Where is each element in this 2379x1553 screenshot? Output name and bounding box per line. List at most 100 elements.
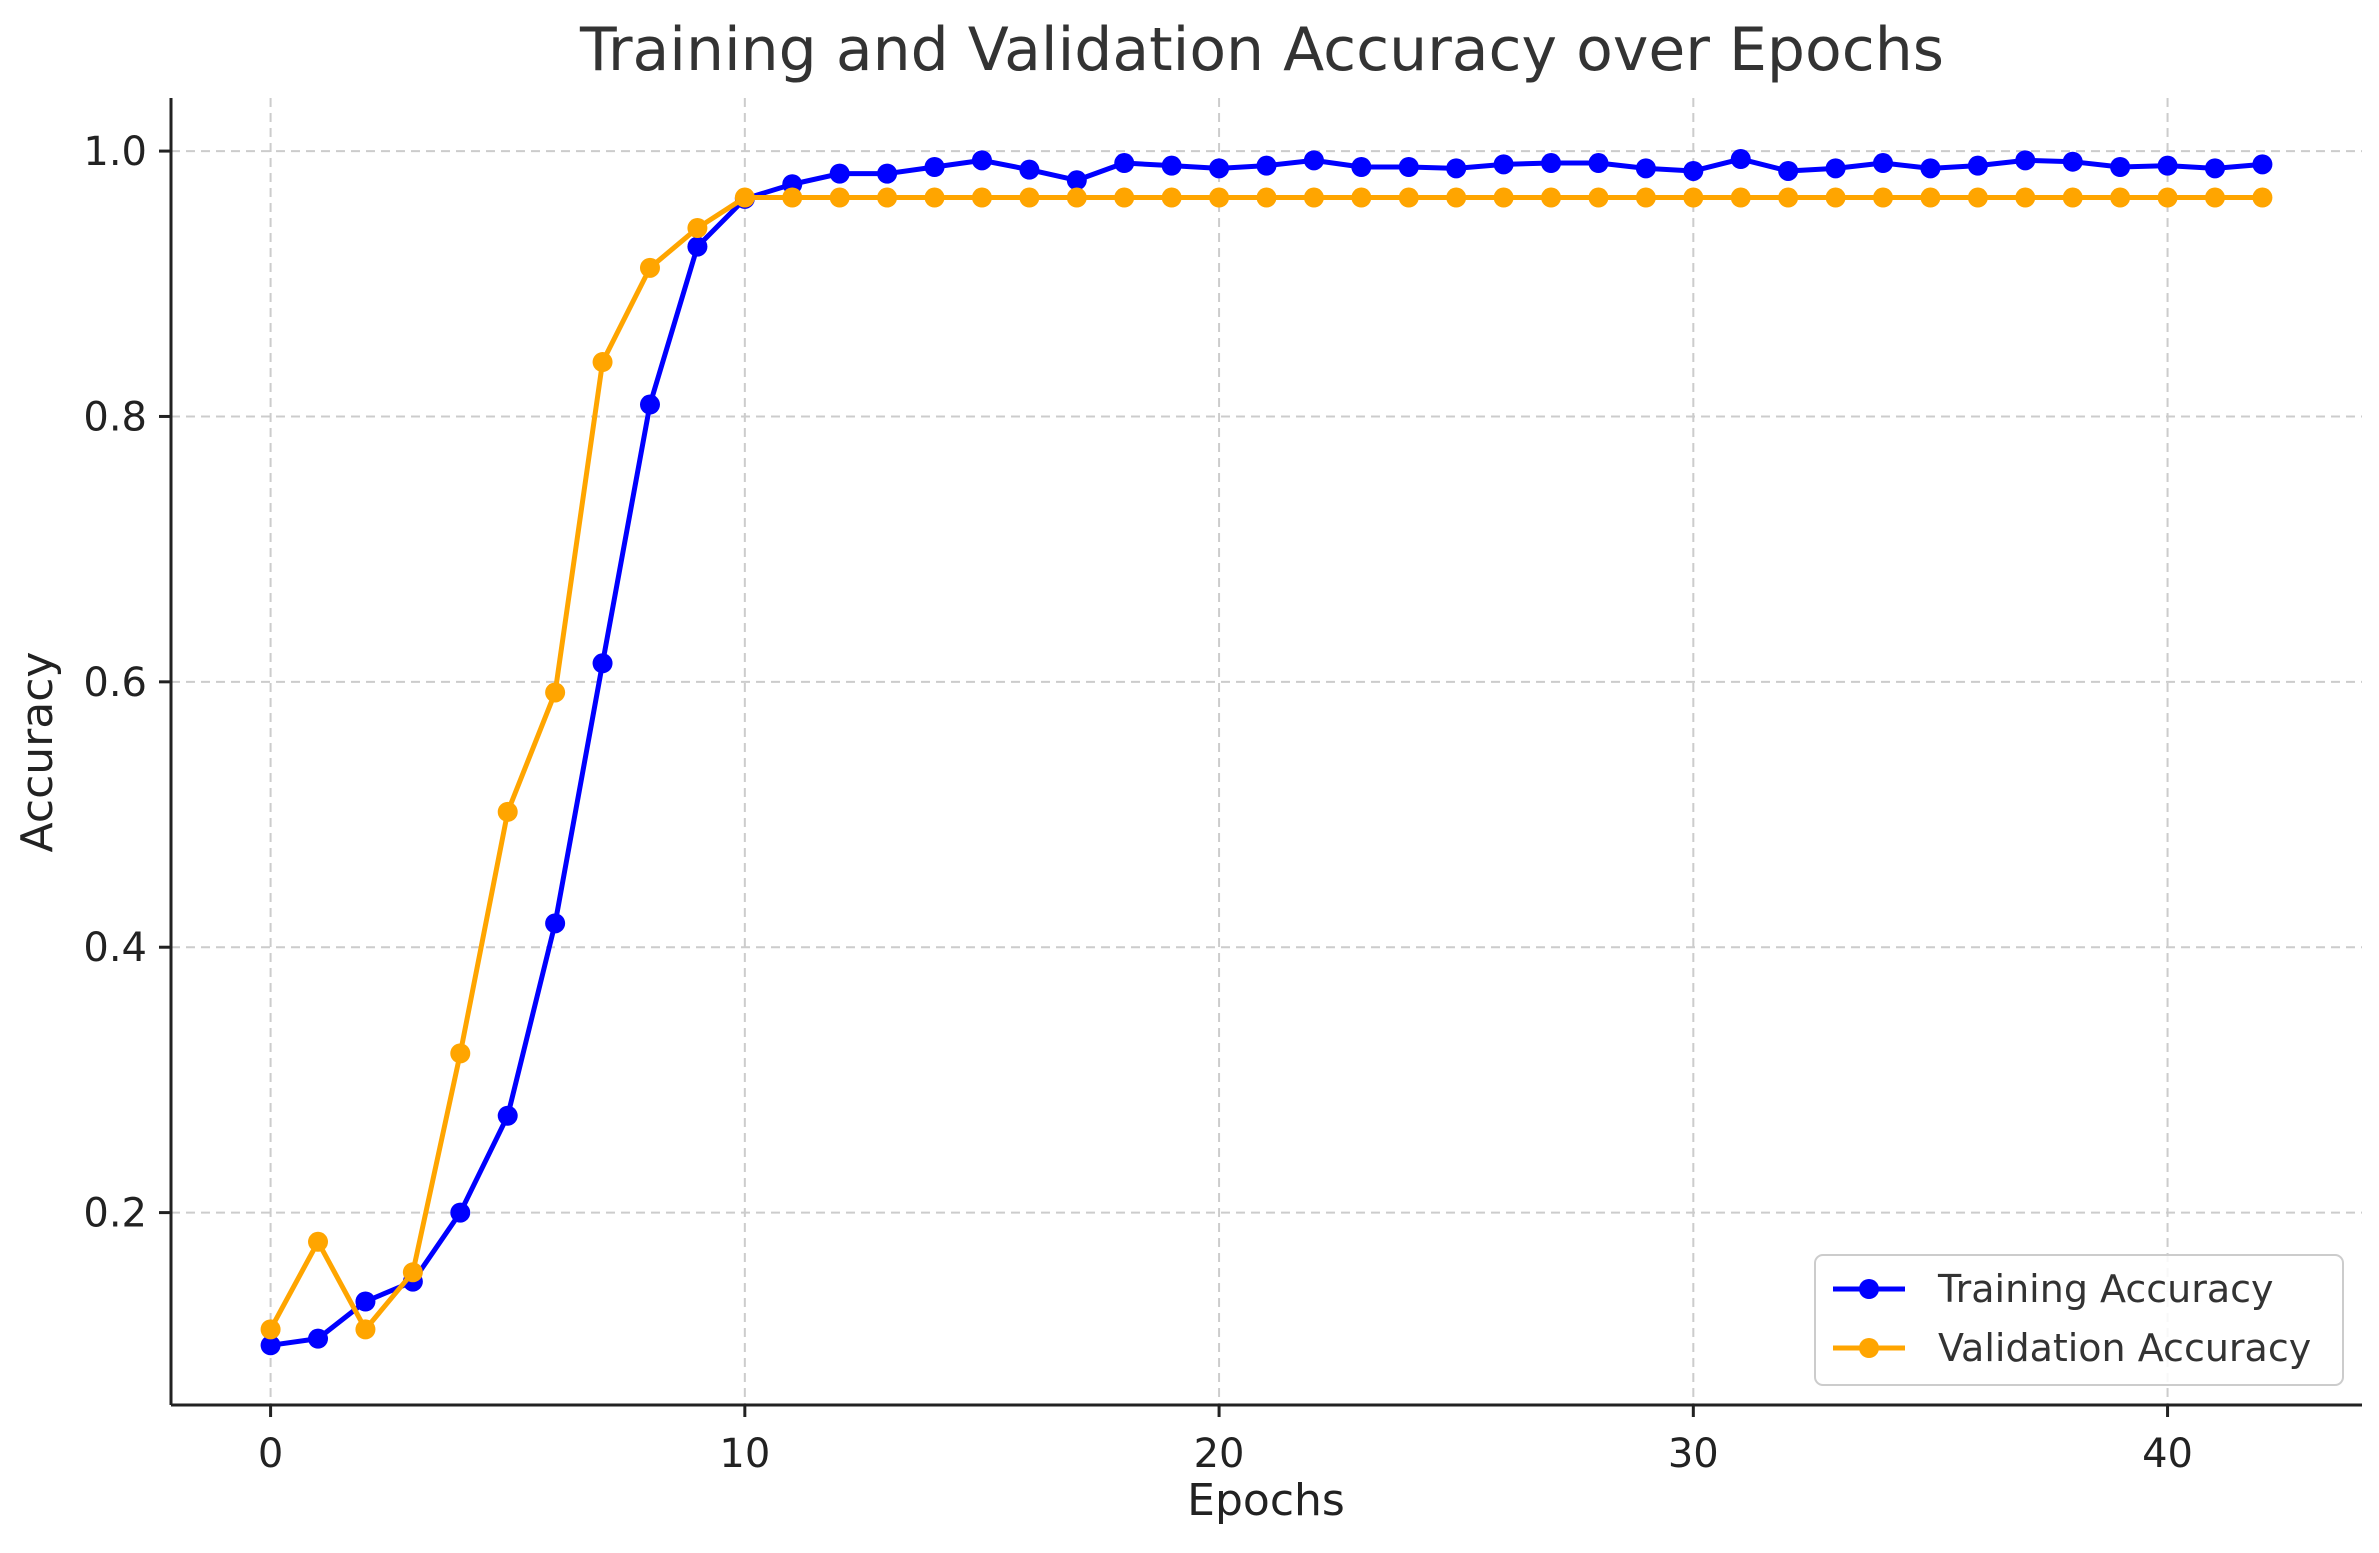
legend-validation-label: Validation Accuracy xyxy=(1938,1326,2311,1370)
validation-point xyxy=(592,352,613,373)
training-point xyxy=(924,156,945,177)
validation-point xyxy=(924,187,945,208)
training-point xyxy=(260,1335,281,1356)
validation-point xyxy=(2252,187,2273,208)
training-point xyxy=(592,653,613,674)
training-point xyxy=(1493,154,1514,175)
validation-point xyxy=(1303,187,1324,208)
y-tick-label: 0.8 xyxy=(83,394,147,440)
y-gridlines xyxy=(171,150,2362,1214)
training-point xyxy=(2252,154,2273,175)
series-training xyxy=(260,149,2273,1356)
y-tick-label: 1.0 xyxy=(83,129,147,175)
training-point xyxy=(1256,155,1277,176)
y-tick-label: 0.4 xyxy=(83,925,147,971)
y-axis-ticks: 0.2 0.4 0.6 0.8 1.0 xyxy=(83,129,171,1237)
training-point xyxy=(1730,149,1751,170)
legend-validation-marker xyxy=(1859,1338,1879,1358)
training-point xyxy=(450,1202,471,1223)
x-tick-label: 20 xyxy=(1194,1431,1245,1477)
training-point xyxy=(2204,158,2225,179)
legend: Training Accuracy Validation Accuracy xyxy=(1814,1254,2344,1386)
training-point xyxy=(1967,155,1988,176)
x-tick-label: 0 xyxy=(258,1431,283,1477)
validation-point xyxy=(1493,187,1514,208)
validation-point xyxy=(782,187,803,208)
training-point xyxy=(1825,158,1846,179)
legend-box xyxy=(1814,1254,2344,1386)
validation-point xyxy=(1161,187,1182,208)
validation-point xyxy=(308,1231,329,1252)
training-point xyxy=(1303,150,1324,171)
training-point xyxy=(1019,159,1040,180)
validation-point xyxy=(1256,187,1277,208)
x-tick-label: 40 xyxy=(2142,1431,2193,1477)
training-point xyxy=(1114,153,1135,174)
x-axis-label: Epochs xyxy=(1187,1475,1345,1526)
training-point xyxy=(2157,155,2178,176)
training-point xyxy=(1209,158,1230,179)
legend-training-marker xyxy=(1859,1279,1879,1299)
validation-point xyxy=(1588,187,1609,208)
validation-point xyxy=(1778,187,1799,208)
validation-point xyxy=(355,1319,376,1340)
validation-point xyxy=(687,218,708,239)
legend-training-label: Training Accuracy xyxy=(1937,1267,2274,1311)
validation-line xyxy=(268,195,2265,1332)
series-layer xyxy=(260,149,2273,1356)
validation-point xyxy=(1446,187,1467,208)
validation-point xyxy=(1635,187,1656,208)
validation-point xyxy=(1683,187,1704,208)
validation-point xyxy=(639,257,660,278)
validation-point xyxy=(2204,187,2225,208)
validation-point xyxy=(545,682,566,703)
training-line xyxy=(268,156,2265,1348)
training-point xyxy=(687,236,708,257)
training-point xyxy=(1398,156,1419,177)
x-axis-ticks: 0 10 20 30 40 xyxy=(258,1405,2193,1477)
validation-point xyxy=(1019,187,1040,208)
validation-point xyxy=(2062,187,2083,208)
validation-point xyxy=(1066,187,1087,208)
training-point xyxy=(1683,160,1704,181)
y-axis-label: Accuracy xyxy=(12,652,63,853)
validation-point xyxy=(1541,187,1562,208)
validation-point xyxy=(1209,187,1230,208)
training-point xyxy=(1873,153,1894,174)
training-point xyxy=(355,1291,376,1312)
training-point xyxy=(2110,156,2131,177)
x-gridlines xyxy=(269,98,2169,1405)
validation-point xyxy=(402,1262,423,1283)
training-point xyxy=(829,163,850,184)
training-point xyxy=(1588,153,1609,174)
series-validation xyxy=(260,187,2273,1340)
validation-point xyxy=(2110,187,2131,208)
training-point xyxy=(308,1328,329,1349)
validation-point xyxy=(497,801,518,822)
validation-point xyxy=(829,187,850,208)
training-point xyxy=(1635,158,1656,179)
validation-point xyxy=(877,187,898,208)
validation-point xyxy=(1920,187,1941,208)
training-point xyxy=(1351,156,1372,177)
training-point xyxy=(2015,150,2036,171)
validation-point xyxy=(734,187,755,208)
training-point xyxy=(1066,170,1087,191)
training-point xyxy=(1161,155,1182,176)
validation-point xyxy=(1873,187,1894,208)
y-tick-label: 0.6 xyxy=(83,660,147,706)
validation-point xyxy=(1967,187,1988,208)
training-point xyxy=(1446,158,1467,179)
training-point xyxy=(1541,153,1562,174)
x-tick-label: 30 xyxy=(1668,1431,1719,1477)
training-point xyxy=(497,1105,518,1126)
chart-title: Training and Validation Accuracy over Ep… xyxy=(579,15,1944,85)
validation-point xyxy=(1114,187,1135,208)
training-point xyxy=(545,913,566,934)
x-tick-label: 10 xyxy=(719,1431,770,1477)
validation-point xyxy=(1351,187,1372,208)
validation-point xyxy=(2015,187,2036,208)
validation-point xyxy=(450,1043,471,1064)
validation-point xyxy=(1730,187,1751,208)
